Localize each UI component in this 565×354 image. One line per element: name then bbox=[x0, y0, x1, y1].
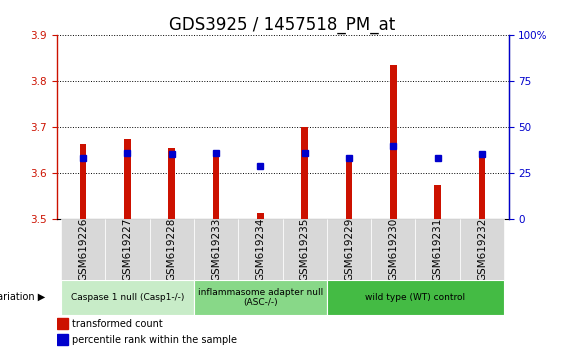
Title: GDS3925 / 1457518_PM_at: GDS3925 / 1457518_PM_at bbox=[170, 16, 396, 34]
Bar bbox=[168, 148, 175, 219]
Bar bbox=[124, 139, 131, 219]
Bar bbox=[61, 219, 105, 280]
Bar bbox=[105, 219, 150, 280]
Bar bbox=[390, 65, 397, 219]
Bar bbox=[61, 280, 194, 315]
Bar bbox=[301, 127, 308, 219]
Bar bbox=[80, 144, 86, 219]
Text: percentile rank within the sample: percentile rank within the sample bbox=[72, 335, 237, 345]
Text: GSM619231: GSM619231 bbox=[433, 218, 442, 281]
Bar bbox=[327, 280, 504, 315]
Bar bbox=[371, 219, 415, 280]
Text: wild type (WT) control: wild type (WT) control bbox=[366, 293, 466, 302]
Bar bbox=[434, 185, 441, 219]
Text: transformed count: transformed count bbox=[72, 319, 163, 329]
Text: Caspase 1 null (Casp1-/-): Caspase 1 null (Casp1-/-) bbox=[71, 293, 184, 302]
Bar bbox=[346, 162, 353, 219]
Text: GSM619232: GSM619232 bbox=[477, 218, 487, 281]
Bar bbox=[194, 280, 327, 315]
Text: GSM619226: GSM619226 bbox=[78, 218, 88, 281]
Bar bbox=[150, 219, 194, 280]
Bar bbox=[282, 219, 327, 280]
Text: GSM619234: GSM619234 bbox=[255, 218, 266, 281]
Bar bbox=[194, 219, 238, 280]
Text: genotype/variation ▶: genotype/variation ▶ bbox=[0, 292, 45, 302]
Bar bbox=[212, 153, 219, 219]
Bar bbox=[56, 318, 68, 329]
Text: GSM619229: GSM619229 bbox=[344, 218, 354, 281]
Bar bbox=[415, 219, 460, 280]
Text: GSM619230: GSM619230 bbox=[388, 218, 398, 281]
Text: inflammasome adapter null
(ASC-/-): inflammasome adapter null (ASC-/-) bbox=[198, 288, 323, 307]
Text: GSM619233: GSM619233 bbox=[211, 218, 221, 281]
Bar bbox=[238, 219, 282, 280]
Text: GSM619228: GSM619228 bbox=[167, 218, 177, 281]
Bar bbox=[479, 153, 485, 219]
Bar bbox=[460, 219, 504, 280]
Text: GSM619227: GSM619227 bbox=[123, 218, 132, 281]
Bar bbox=[257, 213, 264, 219]
Bar bbox=[327, 219, 371, 280]
Bar bbox=[56, 334, 68, 346]
Text: GSM619235: GSM619235 bbox=[299, 218, 310, 281]
